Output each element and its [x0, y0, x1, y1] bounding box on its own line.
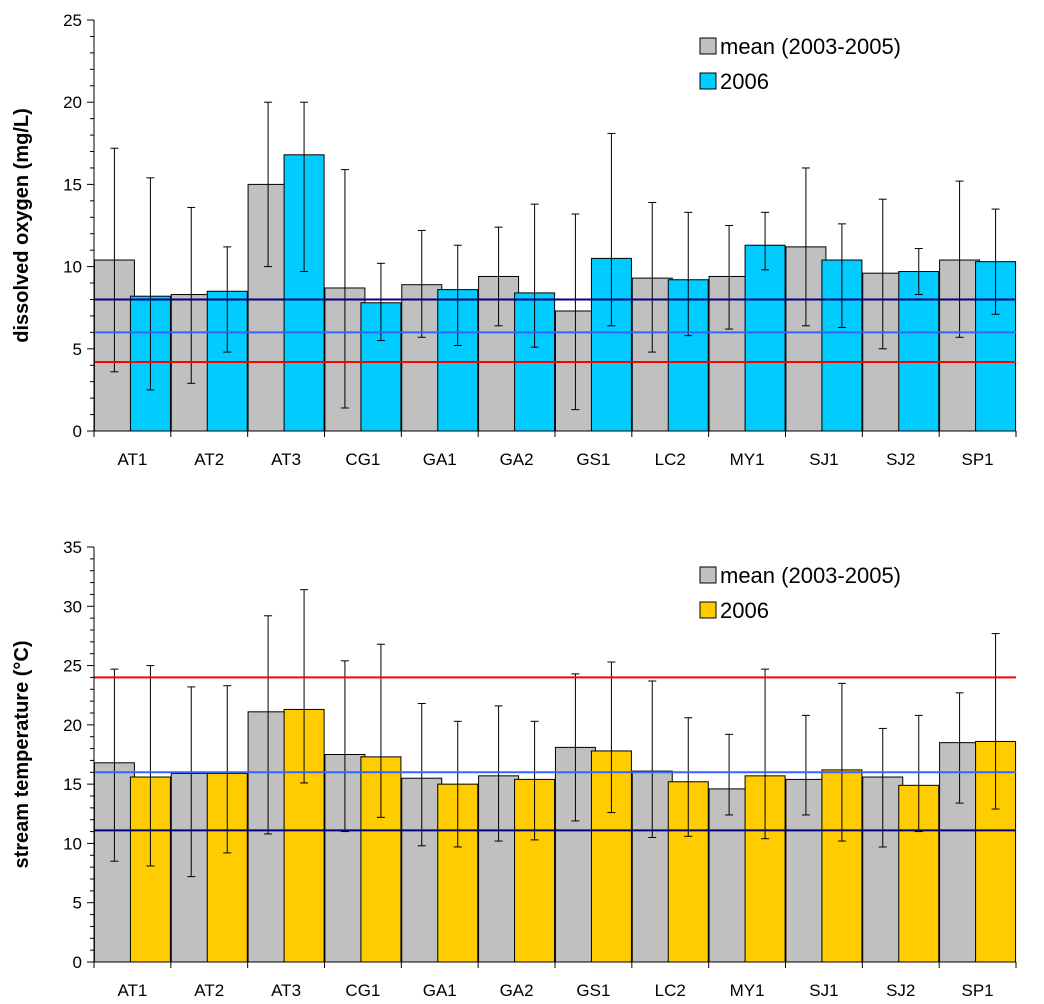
- y-tick-label: 0: [73, 953, 82, 972]
- y-tick-label: 20: [63, 93, 82, 112]
- x-tick-label: CG1: [345, 450, 380, 469]
- x-tick-label: GA2: [500, 450, 534, 469]
- y-tick-label: 15: [63, 775, 82, 794]
- legend-swatch: [699, 72, 717, 90]
- x-tick-label: SJ1: [809, 981, 838, 1000]
- legend-swatch: [699, 601, 717, 619]
- legend-label: mean (2003-2005): [720, 34, 901, 59]
- x-tick-label: GA1: [423, 981, 457, 1000]
- chart-panel-1: 0 5 10 15 20 25 AT1 AT2 AT3 CG1 GA1 GA2 GS1 LC2 MY1 SJ1…: [11, 11, 1017, 469]
- bar: [708, 788, 750, 963]
- bar: [401, 777, 443, 963]
- x-tick-label: SP1: [962, 450, 994, 469]
- legend-label: mean (2003-2005): [720, 563, 901, 588]
- legend-label: 2006: [720, 69, 769, 94]
- y-tick-label: 35: [63, 538, 82, 557]
- y-tick-label: 10: [63, 834, 82, 853]
- x-tick-label: LC2: [655, 450, 686, 469]
- x-tick-label: AT2: [194, 981, 224, 1000]
- y-tick-label: 25: [63, 11, 82, 30]
- x-tick-label: GS1: [576, 981, 610, 1000]
- bar: [898, 271, 940, 432]
- chart-panel-2: 0 5 10 15 20 25 30 35 AT1 AT2 AT3 CG1 GA1 GA2 GS1 LC2 MY…: [11, 538, 1017, 1000]
- x-tick-label: GS1: [576, 450, 610, 469]
- x-tick-label: GA2: [500, 981, 534, 1000]
- y-tick-label: 20: [63, 716, 82, 735]
- y-tick-label: 5: [73, 894, 82, 913]
- x-tick-label: AT1: [117, 981, 147, 1000]
- legend-swatch: [699, 37, 717, 55]
- x-tick-label: AT3: [271, 450, 301, 469]
- x-tick-label: MY1: [730, 981, 765, 1000]
- x-tick-label: AT3: [271, 981, 301, 1000]
- legend-label: 2006: [720, 598, 769, 623]
- y-tick-label: 15: [63, 175, 82, 194]
- y-axis-title: dissolved oxygen (mg/L): [11, 108, 33, 342]
- x-tick-label: SP1: [962, 981, 994, 1000]
- y-tick-label: 0: [73, 422, 82, 441]
- bar: [206, 772, 248, 963]
- y-axis-title: stream temperature (°C): [11, 640, 33, 868]
- x-tick-label: SJ2: [886, 981, 915, 1000]
- bar: [744, 244, 786, 432]
- y-tick-label: 5: [73, 340, 82, 359]
- x-tick-label: LC2: [655, 981, 686, 1000]
- x-tick-label: AT1: [117, 450, 147, 469]
- x-tick-label: GA1: [423, 450, 457, 469]
- x-tick-label: CG1: [345, 981, 380, 1000]
- legend-swatch: [699, 566, 717, 584]
- y-tick-label: 25: [63, 657, 82, 676]
- x-tick-label: SJ1: [809, 450, 838, 469]
- x-tick-label: SJ2: [886, 450, 915, 469]
- x-tick-label: AT2: [194, 450, 224, 469]
- x-tick-label: MY1: [730, 450, 765, 469]
- y-tick-label: 30: [63, 597, 82, 616]
- y-tick-label: 10: [63, 258, 82, 277]
